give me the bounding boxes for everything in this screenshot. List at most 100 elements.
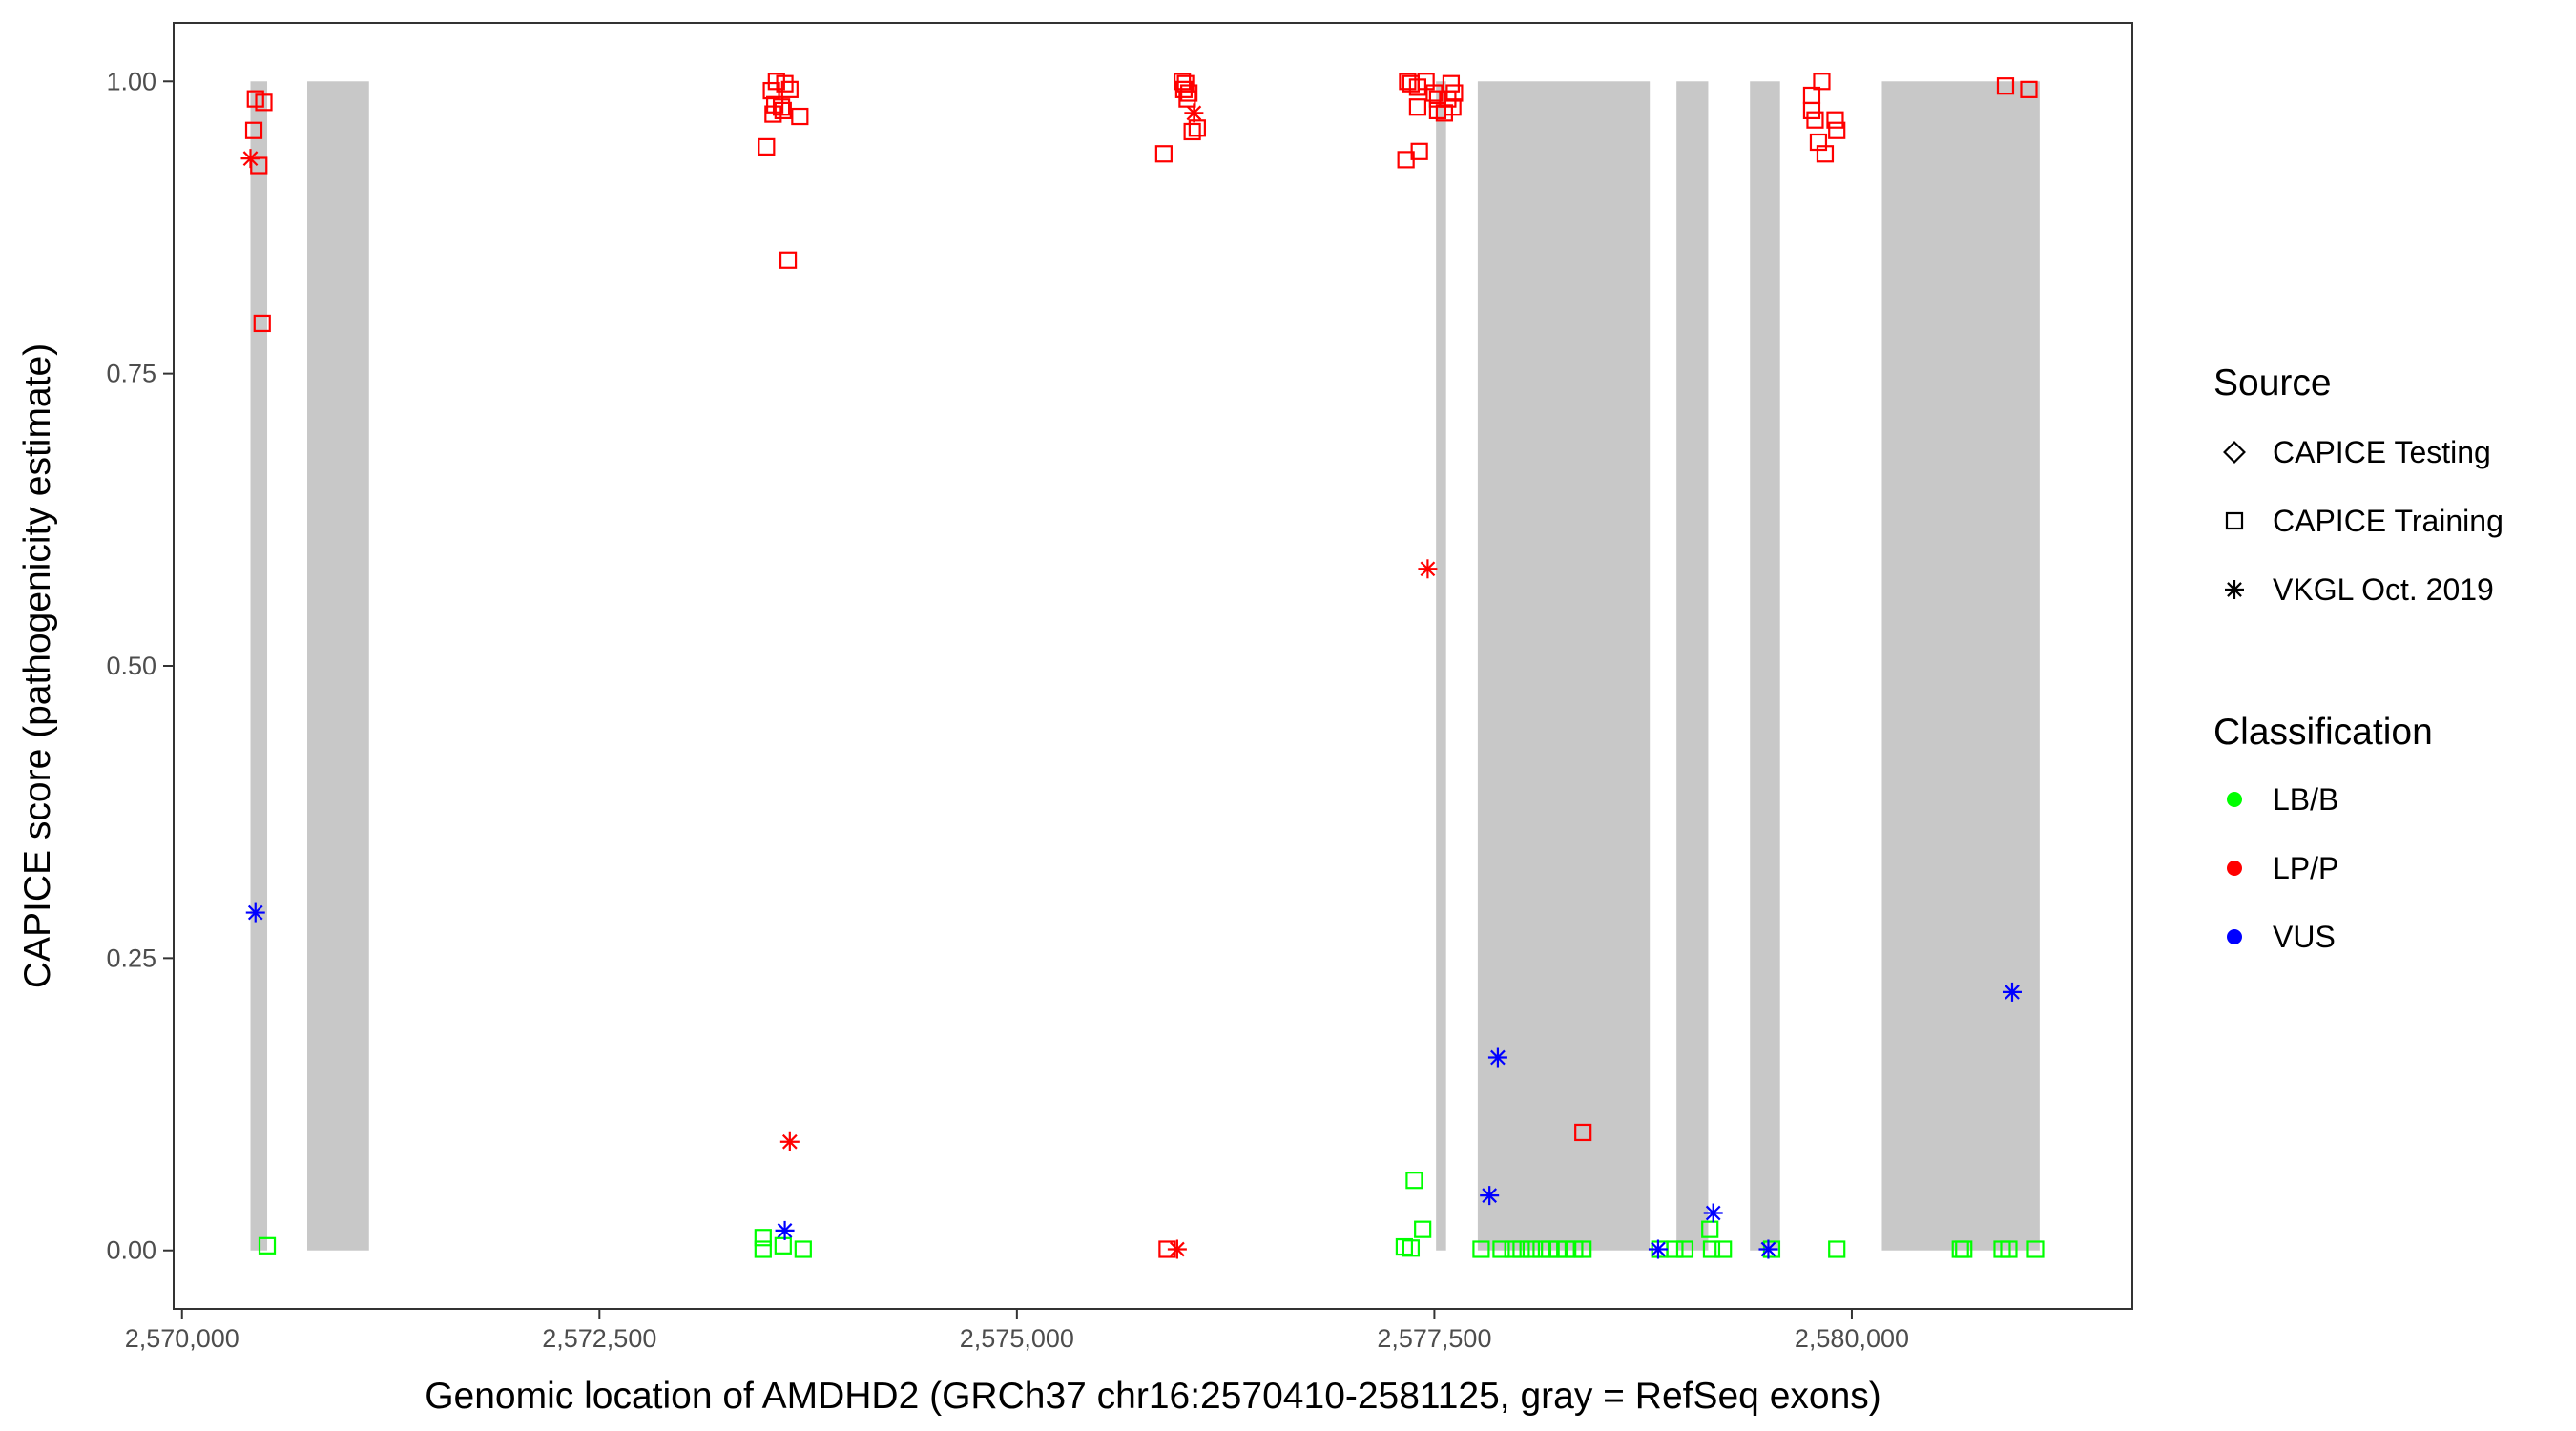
data-point [1174, 80, 1193, 98]
legend-source: Source CAPICE Testing CAPICE Training VKGL… [2213, 363, 2503, 607]
data-point [1397, 151, 1415, 169]
x-tick-label: 2,572,500 [542, 1324, 656, 1353]
data-point [1703, 1203, 1723, 1223]
data-point [244, 121, 263, 139]
data-point [1522, 1240, 1541, 1258]
data-point [1167, 1239, 1187, 1259]
data-point [245, 902, 265, 923]
exon-regions [250, 81, 2040, 1251]
data-point [1408, 98, 1427, 116]
data-point [1701, 1220, 1719, 1238]
legend-source-label: CAPICE Testing [2273, 435, 2491, 469]
data-point [1714, 1240, 1733, 1258]
legend-classification-key [2227, 861, 2242, 876]
data-point [2000, 1240, 2018, 1258]
data-point [1702, 1240, 1721, 1258]
legend-classification-label: LP/P [2273, 851, 2338, 885]
legend-classification-key [2227, 929, 2242, 944]
data-point [754, 1240, 772, 1258]
legend-source-key [2225, 580, 2244, 599]
data-point [1480, 1186, 1500, 1206]
data-point [1472, 1240, 1490, 1258]
legend-classification-title: Classification [2213, 712, 2433, 753]
x-tick-label: 2,577,500 [1377, 1324, 1491, 1353]
data-point [1648, 1239, 1668, 1259]
data-point [774, 1236, 792, 1255]
legend-source-title: Source [2213, 363, 2332, 404]
legend-source-label: CAPICE Training [2273, 504, 2503, 538]
data-point [2002, 982, 2022, 1002]
x-axis: 2,570,000 2,572,500 2,575,000 2,577,500 2,58… [125, 1309, 1909, 1353]
x-tick-label: 2,570,000 [125, 1324, 239, 1353]
data-point [779, 251, 798, 269]
legend-source-key [2223, 441, 2246, 464]
y-axis: 0.00 0.25 0.50 0.75 1.00 [106, 67, 174, 1265]
data-point [1418, 559, 1438, 579]
data-point [1813, 73, 1831, 91]
exon-region-6 [1750, 81, 1780, 1251]
data-point [1402, 1239, 1421, 1257]
data-point [1184, 103, 1204, 123]
data-point [1802, 101, 1821, 120]
data-point [1183, 122, 1201, 141]
legend-classification-label: LB/B [2273, 782, 2338, 817]
data-point [1512, 1240, 1530, 1258]
data-point [253, 314, 271, 333]
x-axis-title: Genomic location of AMDHD2 (GRCh37 chr16… [425, 1376, 1881, 1417]
data-point [258, 1236, 277, 1255]
data-point [764, 105, 782, 123]
data-point [1154, 145, 1173, 163]
y-axis-title: CAPICE score (pathogenicity estimate) [17, 343, 58, 988]
y-tick-label: 1.00 [106, 67, 156, 95]
data-point [2026, 1240, 2045, 1258]
legend-classification: Classification LB/B LP/P VUS [2213, 712, 2433, 954]
data-point [794, 1240, 812, 1258]
y-tick-label: 0.00 [106, 1236, 156, 1265]
data-points [240, 73, 2045, 1259]
data-point [1444, 98, 1462, 116]
legend-source-key [2225, 511, 2244, 530]
data-point [779, 1131, 800, 1151]
x-tick-label: 2,575,000 [960, 1324, 1074, 1353]
exon-region-2 [307, 81, 369, 1251]
data-point [255, 93, 273, 112]
data-point [1492, 1240, 1510, 1258]
data-point [1180, 84, 1198, 102]
data-point [1574, 1123, 1592, 1142]
data-point [758, 137, 776, 156]
exon-region-1 [250, 81, 268, 1251]
exon-region-4 [1477, 81, 1651, 1251]
data-point [1955, 1240, 1973, 1258]
data-point [776, 74, 794, 93]
data-point [1487, 1047, 1507, 1068]
data-point [1816, 145, 1835, 163]
data-point [754, 1229, 772, 1247]
data-point [1828, 121, 1846, 139]
data-point [1806, 111, 1824, 129]
data-point [1758, 1239, 1778, 1259]
data-point [1414, 1220, 1432, 1238]
data-point [1405, 1172, 1423, 1190]
y-tick-label: 0.25 [106, 944, 156, 972]
data-point [780, 80, 799, 98]
exon-region-3 [1436, 81, 1446, 1251]
data-point [1828, 1240, 1846, 1258]
data-point [1399, 73, 1417, 91]
data-point [774, 101, 792, 120]
data-point [2020, 80, 2038, 98]
data-point [775, 1220, 795, 1240]
data-point [1826, 111, 1844, 129]
legend-classification-key [2227, 792, 2242, 807]
legend-classification-label: VUS [2273, 920, 2336, 954]
data-point [791, 107, 809, 126]
y-tick-label: 0.50 [106, 652, 156, 680]
data-point [1996, 77, 2015, 95]
data-point [1425, 84, 1444, 102]
x-tick-label: 2,580,000 [1795, 1324, 1909, 1353]
data-point [240, 149, 260, 169]
data-point [1574, 1240, 1592, 1258]
data-point [1675, 1240, 1694, 1258]
y-tick-label: 0.75 [106, 360, 156, 388]
